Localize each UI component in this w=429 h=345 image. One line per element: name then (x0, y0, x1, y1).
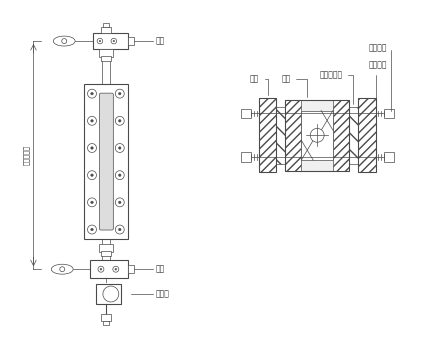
Circle shape (310, 128, 324, 142)
Circle shape (111, 38, 117, 44)
Circle shape (118, 92, 121, 95)
Bar (96, 284, 121, 304)
Circle shape (91, 201, 93, 204)
Text: 排污阀: 排污阀 (155, 289, 169, 298)
Circle shape (88, 144, 97, 152)
Circle shape (118, 228, 121, 231)
Bar (241, 152, 251, 162)
Bar (128, 265, 134, 273)
Circle shape (113, 266, 119, 272)
Circle shape (115, 89, 124, 98)
Bar (358, 98, 376, 172)
Circle shape (103, 286, 119, 302)
Bar (333, 100, 349, 171)
Bar (384, 109, 393, 118)
Text: 汽阀: 汽阀 (155, 37, 165, 46)
Circle shape (88, 198, 97, 207)
Circle shape (118, 147, 121, 149)
Bar (285, 100, 349, 171)
Bar (285, 100, 301, 171)
Circle shape (88, 171, 97, 180)
Text: 液位中心距: 液位中心距 (23, 145, 30, 165)
Circle shape (100, 268, 102, 270)
Circle shape (115, 144, 124, 152)
Bar (103, 23, 109, 27)
Text: 液位计玻璃: 液位计玻璃 (319, 71, 353, 104)
Bar (301, 100, 333, 171)
Circle shape (91, 174, 93, 177)
Ellipse shape (51, 264, 73, 274)
Circle shape (99, 40, 101, 42)
Circle shape (62, 39, 66, 43)
Bar (384, 152, 393, 162)
Circle shape (118, 201, 121, 204)
Ellipse shape (53, 36, 75, 46)
Bar (349, 107, 358, 164)
Circle shape (91, 147, 93, 149)
Bar (99, 244, 113, 252)
Circle shape (91, 92, 93, 95)
Circle shape (115, 171, 124, 180)
Circle shape (98, 266, 104, 272)
Circle shape (115, 198, 124, 207)
Bar (301, 110, 333, 160)
Circle shape (91, 228, 93, 231)
Circle shape (118, 174, 121, 177)
Bar (101, 27, 111, 33)
Bar (101, 56, 111, 61)
Circle shape (88, 116, 97, 125)
Text: 密封压帮: 密封压帮 (369, 61, 387, 150)
Circle shape (91, 119, 93, 122)
Bar (259, 98, 277, 172)
Circle shape (88, 89, 97, 98)
Bar (241, 109, 251, 118)
Bar (101, 252, 111, 256)
Circle shape (97, 38, 103, 44)
Circle shape (113, 40, 115, 42)
Bar (277, 107, 285, 164)
FancyBboxPatch shape (100, 93, 113, 230)
Bar (90, 260, 128, 278)
Bar (84, 84, 128, 239)
Bar (103, 321, 109, 325)
Text: 主体: 主体 (281, 75, 307, 97)
Text: 水阀: 水阀 (155, 265, 165, 274)
Bar (93, 33, 128, 49)
Circle shape (115, 268, 117, 270)
Circle shape (115, 225, 124, 234)
Text: 盖板: 盖板 (250, 75, 268, 95)
Text: 双头螺栓: 双头螺栓 (369, 43, 390, 111)
Circle shape (118, 119, 121, 122)
Bar (99, 49, 113, 57)
Bar (128, 37, 134, 45)
Circle shape (115, 116, 124, 125)
Circle shape (88, 225, 97, 234)
Bar (101, 314, 111, 321)
Circle shape (60, 267, 65, 272)
